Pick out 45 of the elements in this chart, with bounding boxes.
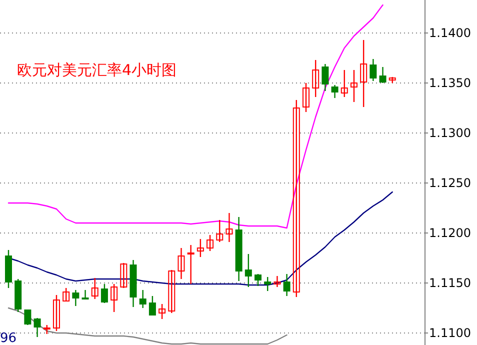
candlestick: [100, 283, 108, 304]
candlestick: [379, 66, 386, 84]
y-tick-label: 1.1100: [429, 326, 471, 340]
candlestick: [274, 275, 281, 288]
candlestick: [34, 317, 41, 338]
annotation: 96: [0, 331, 17, 345]
y-tick-label: 1.1350: [429, 76, 471, 90]
candlestick: [350, 69, 358, 103]
candlestick: [292, 99, 300, 298]
candlestick: [216, 219, 224, 243]
candlestick: [158, 303, 166, 320]
candlestick: [264, 276, 272, 292]
candlestick: [196, 238, 204, 258]
candlestick: [187, 244, 194, 285]
y-tick-label: 1.1250: [429, 176, 471, 190]
y-tick-label: 1.1400: [429, 26, 471, 40]
candlestick: [91, 277, 98, 300]
candlestick: [110, 283, 118, 313]
line-series: [8, 4, 384, 229]
candlestick: [370, 58, 377, 82]
candlestick: [168, 269, 176, 314]
y-tick-label: 1.1150: [429, 276, 471, 290]
text: 欧元对美元汇率4小时图: [17, 61, 177, 79]
candlestick: [52, 294, 60, 332]
candlestick: [322, 63, 329, 92]
candlestick: [244, 253, 252, 288]
candlestick: [254, 273, 262, 287]
candlestick: [283, 273, 290, 297]
y-tick-label: 1.1200: [429, 226, 471, 240]
candlestick: [148, 295, 156, 316]
candlestick: [139, 289, 146, 309]
candlestick: [62, 287, 70, 302]
candlestick: [331, 84, 338, 99]
candlestick: [360, 39, 368, 108]
candlestick: [312, 59, 320, 98]
candlestick: [340, 69, 348, 98]
candlestick: [120, 262, 128, 289]
candlestick: [24, 309, 32, 326]
candlestick: [82, 289, 89, 300]
candlestick: [302, 82, 310, 113]
candlestick: [72, 289, 80, 307]
y-tick-label: 1.1300: [429, 126, 471, 140]
candlestick: [206, 234, 214, 252]
candlestick: [178, 247, 185, 280]
candlestick: [226, 212, 233, 243]
